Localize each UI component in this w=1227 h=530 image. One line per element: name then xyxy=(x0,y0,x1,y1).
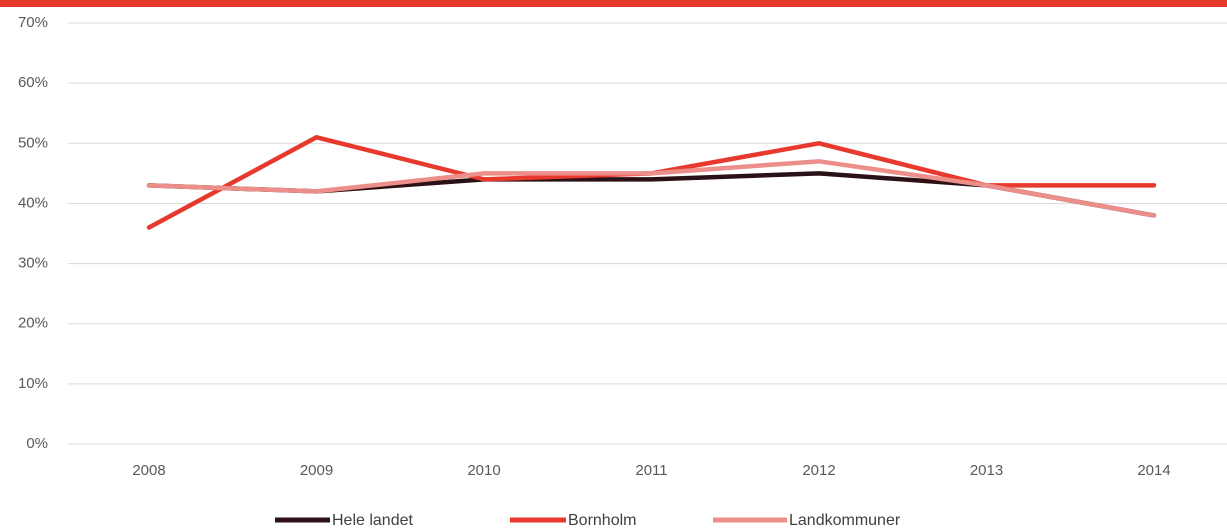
x-tick-label: 2013 xyxy=(970,462,1003,479)
x-tick-label: 2012 xyxy=(802,462,835,479)
x-tick-label: 2008 xyxy=(132,462,165,479)
y-tick-label: 0% xyxy=(26,435,48,452)
y-tick-label: 60% xyxy=(18,74,48,91)
x-tick-label: 2011 xyxy=(635,462,667,479)
x-tick-label: 2010 xyxy=(467,462,500,479)
series-line xyxy=(146,135,1157,230)
y-tick-label: 10% xyxy=(18,375,48,392)
y-tick-label: 30% xyxy=(18,255,48,272)
series-line xyxy=(146,171,1157,218)
legend-label: Hele landet xyxy=(332,512,414,529)
series-line xyxy=(146,159,1157,218)
legend-label: Bornholm xyxy=(568,512,636,529)
y-tick-label: 70% xyxy=(18,14,48,31)
x-tick-label: 2009 xyxy=(300,462,333,479)
legend-label: Landkommuner xyxy=(789,512,901,529)
x-tick-label: 2014 xyxy=(1137,462,1170,479)
y-tick-label: 50% xyxy=(18,134,48,151)
top-bar xyxy=(0,0,1227,7)
y-tick-label: 20% xyxy=(18,315,48,332)
y-tick-label: 40% xyxy=(18,194,48,211)
